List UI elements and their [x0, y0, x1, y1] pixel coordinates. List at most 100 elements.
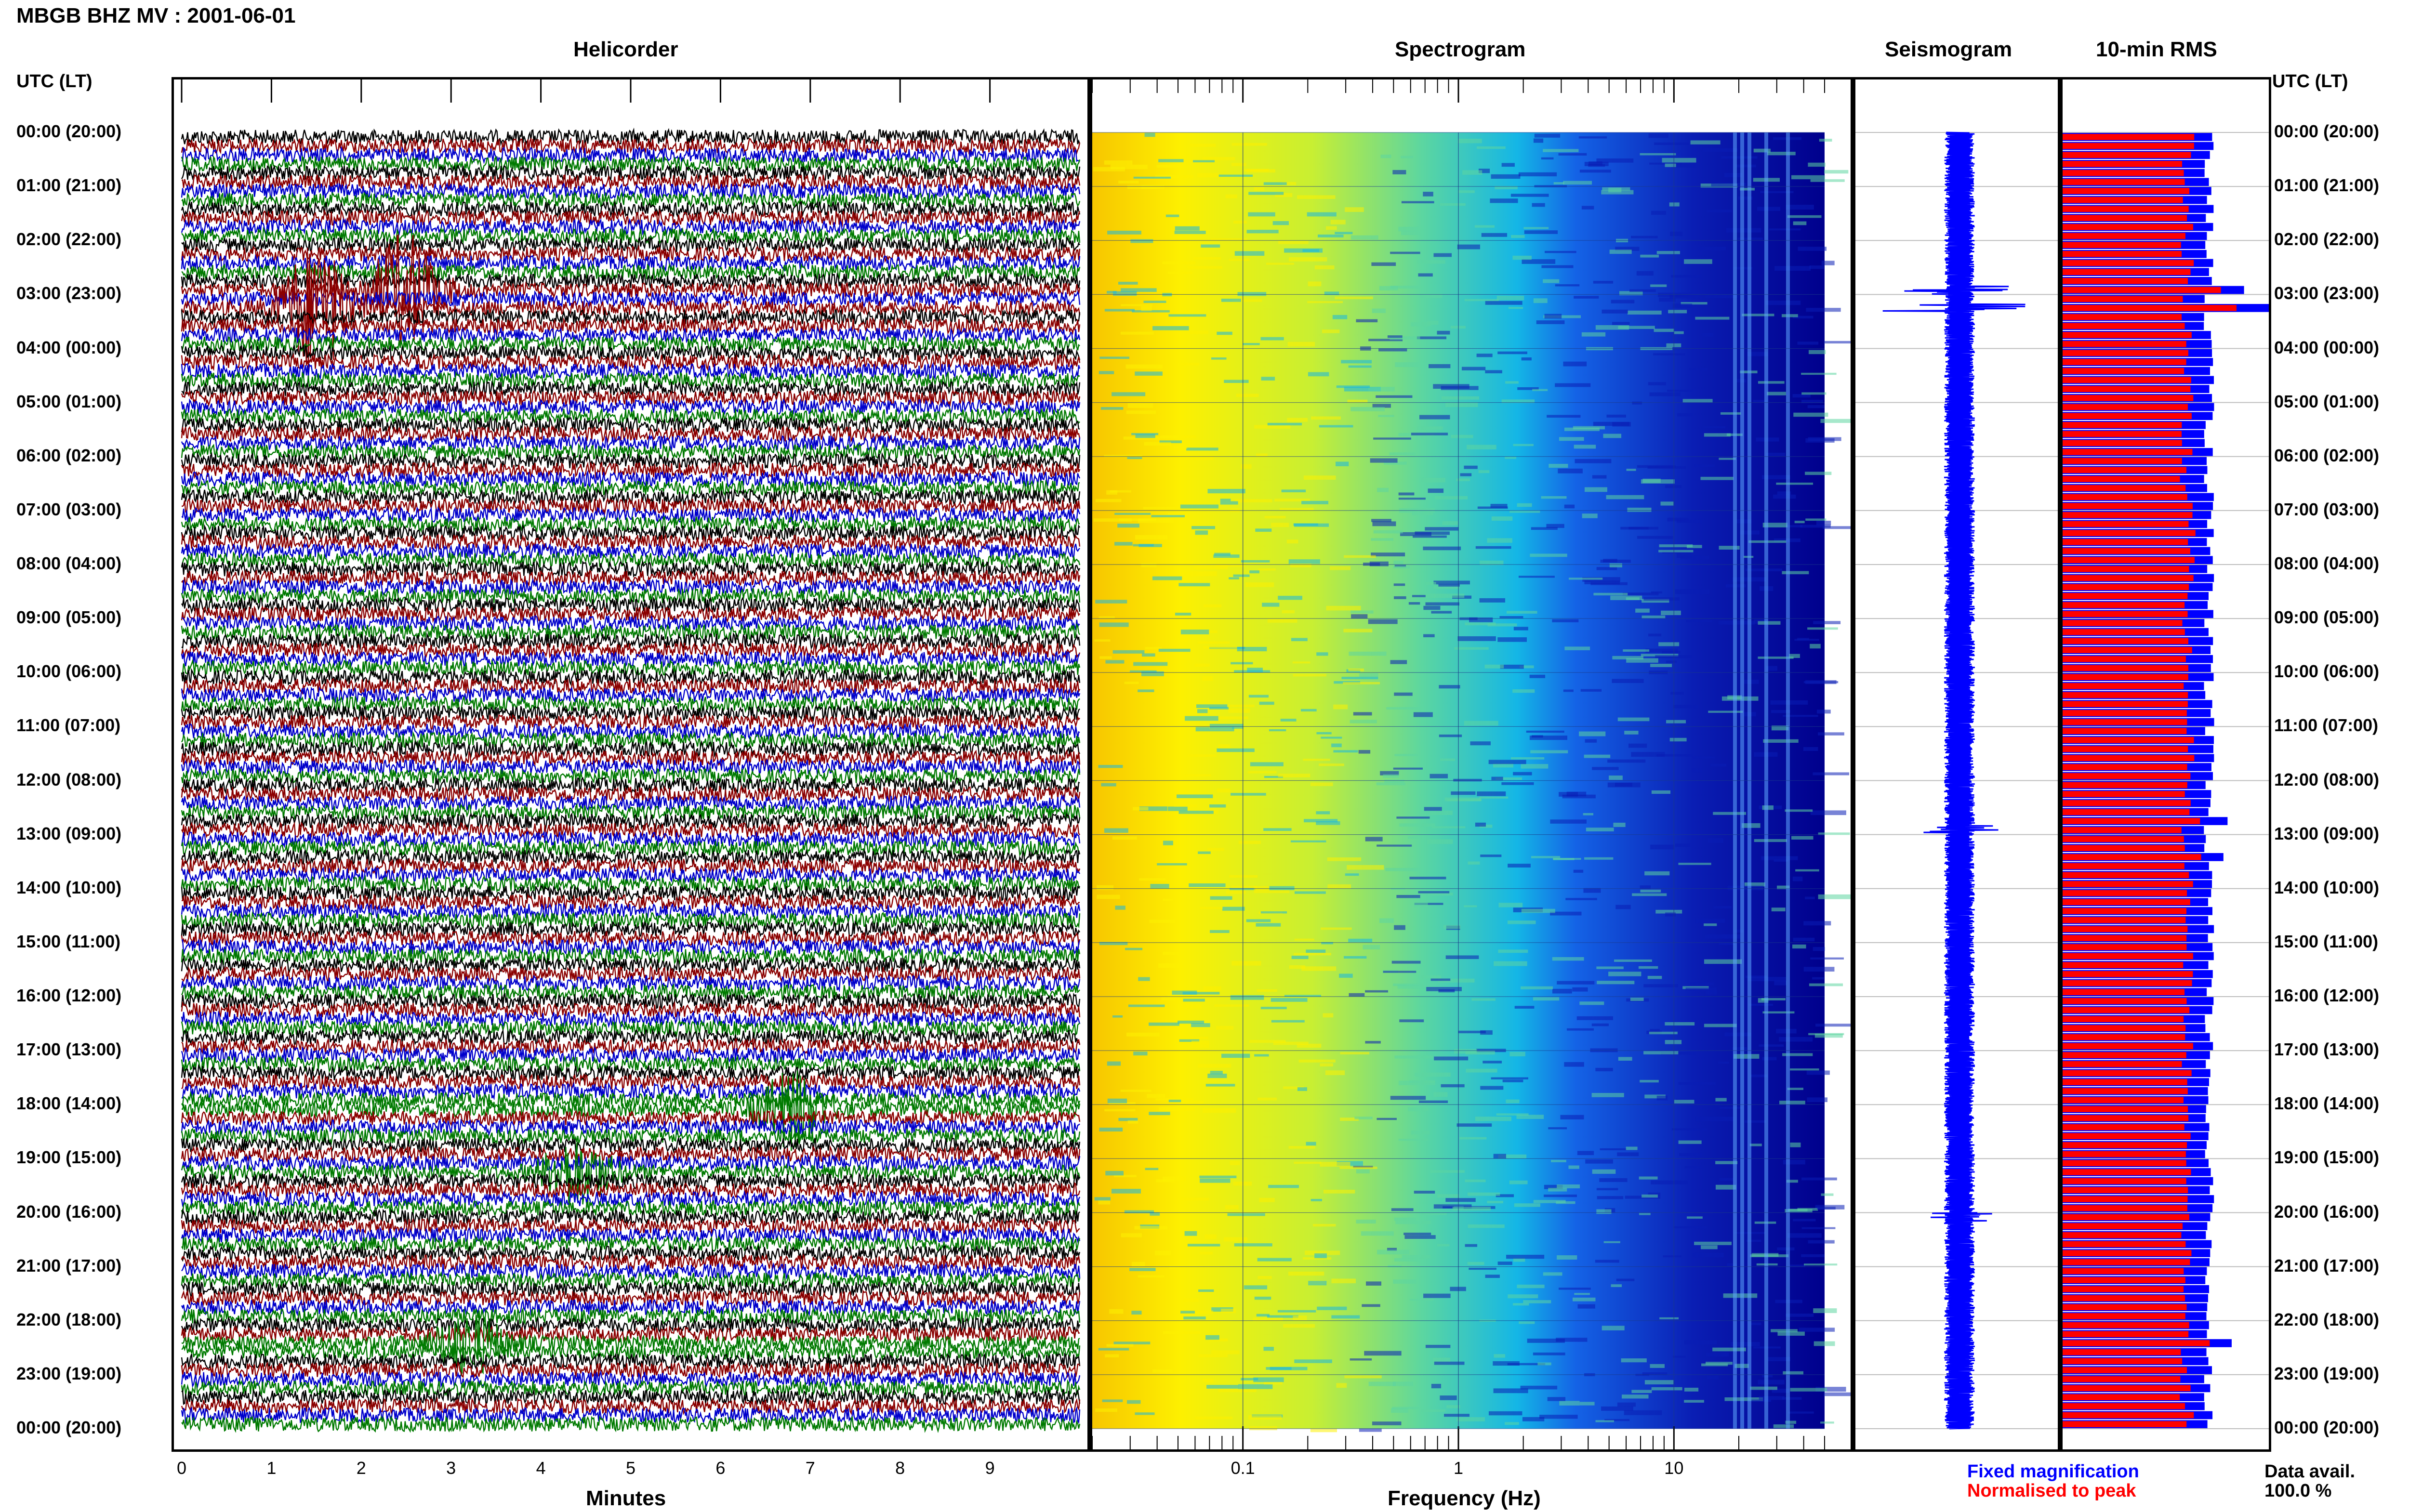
- spectrogram-noise: [1378, 348, 1407, 352]
- helicorder-trace-34: [181, 434, 1081, 452]
- spectrogram-noise: [1613, 822, 1626, 827]
- spectrogram-noise: [1356, 1169, 1370, 1174]
- helicorder-trace-98: [181, 1010, 1081, 1028]
- spectrogram-noise: [1555, 383, 1591, 387]
- spectrogram-noise: [1193, 257, 1221, 260]
- spectrogram-noise: [1126, 410, 1156, 414]
- spectrogram-noise: [1198, 851, 1211, 854]
- spectrogram-noise: [1308, 1281, 1327, 1286]
- spectrogram-noise: [1210, 1071, 1223, 1075]
- helicorder-trace-133: [181, 1325, 1080, 1343]
- spectrogram-noise: [1234, 499, 1272, 502]
- helicorder-trace-67: [181, 731, 1081, 749]
- spectrogram-noise: [1430, 978, 1451, 981]
- spectrogram-noise: [1378, 415, 1394, 417]
- spectrogram-noise: [1256, 453, 1268, 457]
- helicorder-trace-139: [181, 1379, 1081, 1397]
- spectrogram-noise: [1547, 1397, 1566, 1401]
- spectrogram-noise: [1579, 1001, 1604, 1005]
- minute-tick-3: 3: [446, 1458, 456, 1478]
- helicorder-trace-71: [181, 766, 1081, 786]
- spectrogram-noise: [1514, 1006, 1535, 1009]
- spectrogram-noise: [1105, 1170, 1124, 1176]
- spectrogram-noise: [1182, 992, 1220, 995]
- spectrogram-noise: [1459, 1137, 1487, 1140]
- rms-bar-normalised-38: [2063, 476, 2180, 482]
- spectrogram-noise: [1259, 701, 1274, 705]
- spectrogram-noise: [1705, 934, 1741, 939]
- spectrogram-noise: [1692, 1252, 1724, 1258]
- spectrogram-noise: [1637, 536, 1673, 539]
- spectrogram-noise: [1658, 642, 1680, 646]
- spectrogram-noise: [1429, 364, 1451, 368]
- spectrogram-noise: [1187, 754, 1217, 757]
- spectrogram-noise: [1670, 231, 1683, 237]
- spectrogram-noise: [1801, 392, 1827, 395]
- spectrogram-noise: [1558, 153, 1587, 156]
- spectrogram-noise: [1099, 371, 1114, 374]
- spectrogram-noise: [1411, 1131, 1430, 1135]
- spectrogram-noise: [1393, 583, 1405, 586]
- spectrogram-noise: [1316, 652, 1328, 656]
- spectrogram-noise: [1398, 1139, 1428, 1141]
- spectrogram-noise: [1206, 1385, 1239, 1389]
- spectrogram-noise: [1390, 286, 1420, 289]
- spectrogram-noise: [1701, 1245, 1718, 1249]
- spectrogram-noise: [1179, 1039, 1200, 1042]
- spectrogram-noise: [1824, 1392, 1851, 1396]
- spectrogram-noise: [1612, 656, 1643, 659]
- spectrogram-noise: [1626, 1146, 1638, 1150]
- spectrogram-noise: [1718, 1062, 1729, 1064]
- spectrogram-noise: [1506, 1254, 1545, 1259]
- spectrogram-noise: [1230, 508, 1240, 512]
- spectrogram-noise: [1553, 182, 1564, 184]
- spectrogram-noise: [1488, 760, 1526, 764]
- spectrogram-noise: [1095, 1408, 1118, 1412]
- spectrogram-noise: [1669, 202, 1680, 207]
- spectrogram-noise: [1356, 319, 1378, 323]
- rms-bar-normalised-31: [2063, 413, 2192, 419]
- spectrogram-noise: [1733, 1054, 1760, 1059]
- spectrogram-noise: [1345, 873, 1359, 876]
- spectrogram-noise: [1626, 597, 1640, 600]
- spectrogram-noise: [1263, 828, 1292, 831]
- spectrogram-noise: [1257, 1276, 1272, 1279]
- spectrogram-noise: [1706, 1362, 1733, 1365]
- minute-tick-9: 9: [985, 1458, 995, 1478]
- spectrogram-noise: [1639, 1176, 1658, 1180]
- spectrogram-noise: [1539, 1415, 1578, 1419]
- spectrogram-noise: [1557, 1255, 1577, 1260]
- spectrogram-noise: [1141, 671, 1164, 676]
- spectrogram-noise: [1169, 1266, 1180, 1269]
- spectrogram-noise: [1425, 582, 1436, 585]
- spectrogram-noise: [1294, 938, 1314, 941]
- spectrogram-noise: [1547, 415, 1581, 418]
- spectrogram-noise: [1766, 666, 1777, 671]
- spectrogram-noise: [1498, 949, 1528, 953]
- spectrogram-noise: [1394, 1258, 1422, 1262]
- rms-bar-normalised-84: [2063, 890, 2187, 896]
- spectrogram-noise: [1312, 1223, 1336, 1227]
- spectrogram-noise: [1559, 1401, 1580, 1406]
- rms-bar-normalised-112: [2063, 1142, 2187, 1148]
- spectrogram-noise: [1249, 1040, 1286, 1043]
- spectrogram-noise: [1813, 1341, 1835, 1346]
- time-tick-right-20: 20:00 (16:00): [2274, 1201, 2380, 1222]
- spectrogram-noise: [1792, 394, 1811, 398]
- spectrogram-noise: [1161, 997, 1181, 1000]
- spectrogram-noise: [1344, 956, 1367, 959]
- spectrogram-noise: [1713, 812, 1747, 815]
- spectrogram-noise: [1392, 1407, 1419, 1409]
- spectrogram-noise: [1533, 997, 1560, 1001]
- spectrogram-noise: [1568, 578, 1603, 580]
- spectrogram-noise: [1099, 622, 1129, 627]
- helicorder-trace-111: [181, 1127, 1081, 1145]
- spectrogram-noise: [1229, 577, 1239, 579]
- helicorder-trace-130: [181, 1298, 1081, 1316]
- time-tick-left-0: 00:00 (20:00): [16, 121, 122, 141]
- helicorder-trace-142: [181, 1406, 1081, 1425]
- spectrogram-noise: [1785, 1420, 1797, 1424]
- spectrogram-noise: [1820, 419, 1851, 423]
- spectrogram-noise: [1461, 367, 1486, 370]
- spectrogram-noise: [1609, 563, 1622, 567]
